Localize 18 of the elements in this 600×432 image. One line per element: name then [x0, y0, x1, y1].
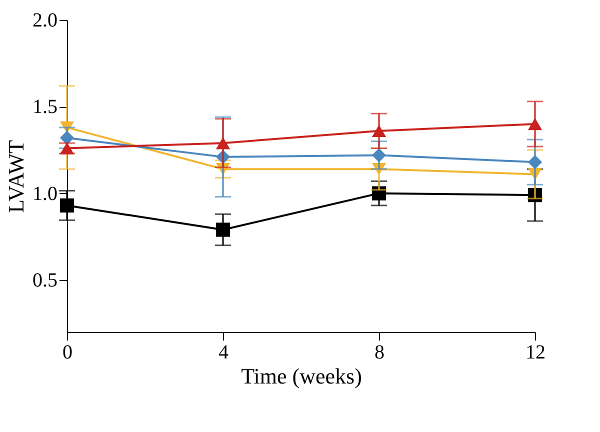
- y-tick-label: 0.5: [32, 270, 58, 292]
- y-axis-title: LVAWT: [4, 140, 28, 213]
- y-tick-label: 1.5: [32, 96, 58, 118]
- x-axis-title: Time (weeks): [241, 364, 362, 388]
- x-tick-label: 0: [62, 342, 72, 364]
- y-tick-label: 1.0: [32, 182, 58, 205]
- point: [216, 136, 230, 150]
- x-tick-label: 12: [526, 342, 546, 364]
- x-tick-label: 4: [218, 342, 228, 364]
- y-tick-label: 2.0: [32, 10, 58, 32]
- point: [372, 148, 386, 162]
- point: [216, 222, 230, 237]
- point: [528, 155, 542, 170]
- point: [372, 124, 386, 138]
- point: [60, 198, 74, 213]
- point: [528, 118, 542, 130]
- point: [60, 130, 74, 145]
- x-tick-label: 8: [374, 342, 384, 364]
